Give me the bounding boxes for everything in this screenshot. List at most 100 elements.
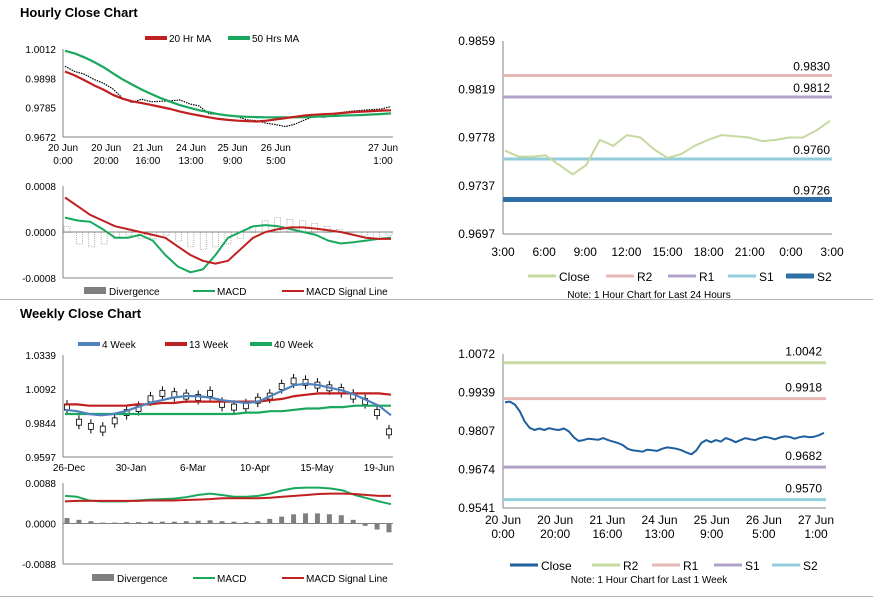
weekly-divergence-bar [112,522,118,524]
hourly-r1-level-label: 0.9812 [793,81,830,95]
hourly-price-xtick: 25 Jun [218,143,248,154]
weekly-levels-xtick: 24 Jun [641,513,677,527]
weekly-levels-xtick: 27 Jun [798,513,834,527]
weekly-candle-body [87,422,94,430]
hourly-macd-signal-line [64,196,391,265]
weekly-close-legend-label: Close [541,559,572,573]
weekly-r2-level-label: 1.0042 [785,345,822,359]
hourly-divergence-bar [385,231,393,236]
weekly-levels-xtick: 25 Jun [694,513,730,527]
hourly-r1-legend-label: R1 [699,270,715,284]
weekly-levels-note: Note: 1 Hour Chart for Last 1 Week [571,575,729,586]
weekly-divergence-bar [338,515,344,524]
hourly-s1-legend-label: S1 [759,270,774,284]
hourly-levels-ytick: 0.9778 [458,131,495,145]
weekly-price-xtick: 30-Jan [116,463,147,474]
hourly-price-ytick: 0.9785 [25,104,56,115]
weekly-levels-xtick: 13:00 [644,527,674,541]
hourly-macd-ytick: -0.0008 [22,274,56,285]
weekly-divergence-bar [195,520,201,524]
hourly-price-xtick: 1:00 [373,156,393,167]
weekly-divergence-legend-swatch [92,574,114,581]
hourly-price-xtick: 13:00 [178,156,203,167]
weekly-macd-legend-label: MACD [217,574,246,585]
hourly-levels-ytick: 0.9859 [458,34,495,48]
section-divider [0,299,873,300]
weekly-levels-ytick: 0.9541 [458,501,495,515]
hourly-divergence-bar [373,231,380,239]
weekly-divergence-bar [255,521,261,524]
hourly-price-xtick: 27 Jun [368,143,398,154]
weekly-levels-ytick: 0.9674 [458,463,495,477]
hourly-levels-ytick: 0.9697 [458,227,495,241]
hourly-s2-level-label: 0.9726 [793,183,830,197]
weekly-candle-body [207,389,214,397]
weekly-divergence-bar [314,513,320,524]
weekly-divergence-bar [326,514,332,524]
weekly-price-ytick: 0.9844 [25,419,56,430]
bottom-divider [0,596,873,597]
hourly-divergence-bar [199,231,207,251]
hourly-divergence-bar [162,231,170,236]
hourly-levels-xtick: 0:00 [779,245,803,259]
hourly-macd-ytick: 0.0000 [25,228,56,239]
weekly-divergence-bar [374,523,380,530]
hourly-divergence-bar [286,219,294,233]
hourly-ma20-legend-label: 20 Hr MA [169,34,212,45]
weekly-macd-ytick: 0.0000 [25,520,56,531]
hourly-close-legend-label: Close [559,270,590,284]
weekly-divergence-bar [136,522,142,524]
weekly-candle-body [111,417,118,425]
hourly-divergence-bar [348,231,356,233]
weekly-divergence-bar [386,523,392,533]
hourly-levels-xtick: 15:00 [652,245,682,259]
hourly-close-line [504,119,831,176]
hourly-s1-level-label: 0.9760 [793,143,830,157]
hourly-macd-signal-legend-label: MACD Signal Line [306,287,388,298]
weekly-levels-ytick: 1.0072 [458,347,495,361]
weekly-divergence-bar [88,521,94,524]
hourly-levels-ytick: 0.9819 [458,82,495,96]
weekly-levels-xtick: 20 Jun [485,513,521,527]
weekly-levels-ytick: 0.9939 [458,386,495,400]
hourly-divergence-bar [150,231,157,239]
weekly-macd-signal-line [64,492,391,503]
weekly-divergence-bar [207,520,213,524]
hourly-price-xtick: 20 Jun [91,143,121,154]
hourly-divergence-bar [88,231,96,248]
weekly-s1-level-label: 0.9682 [785,449,822,463]
weekly-divergence-bar [124,522,130,524]
weekly-candle-body [159,389,166,397]
hourly-divergence-bar [100,231,108,245]
weekly-candle-body [231,403,237,411]
weekly-divergence-bar [303,513,309,524]
weekly-macd-ytick: 0.0088 [25,479,56,490]
hourly-levels-xtick: 3:00 [820,245,844,259]
hourly-divergence-bar [323,225,331,233]
weekly-levels-xtick: 16:00 [592,527,622,541]
weekly-price-ytick: 0.9597 [25,453,56,464]
weekly-s2-legend-label: S2 [803,559,818,573]
hourly-section-title: Hourly Close Chart [20,5,138,20]
hourly-price-xtick: 24 Jun [176,143,206,154]
weekly-levels-ytick: 0.9807 [458,424,495,438]
hourly-macd-legend-label: MACD [217,287,246,298]
weekly-divergence-bar [219,521,225,524]
hourly-price-xtick: 16:00 [135,156,160,167]
hourly-price-ytick: 1.0012 [25,45,56,56]
weekly-s2-level-label: 0.9570 [785,482,822,496]
hourly-levels-xtick: 9:00 [574,245,598,259]
hourly-price-ytick: 0.9672 [25,133,56,144]
hourly-price-line [64,65,392,128]
weekly-r1-legend-label: R1 [683,559,699,573]
weekly-levels-xtick: 5:00 [752,527,776,541]
weekly-candle-body [278,383,285,390]
weekly-divergence-bar [291,514,297,524]
hourly-price-xtick: 0:00 [53,156,73,167]
weekly-divergence-bar [64,517,70,524]
hourly-divergence-bar [76,231,83,245]
weekly-divergence-bar [243,522,249,524]
weekly-candle-body [290,377,297,385]
hourly-price-xtick: 20 Jun [48,143,78,154]
